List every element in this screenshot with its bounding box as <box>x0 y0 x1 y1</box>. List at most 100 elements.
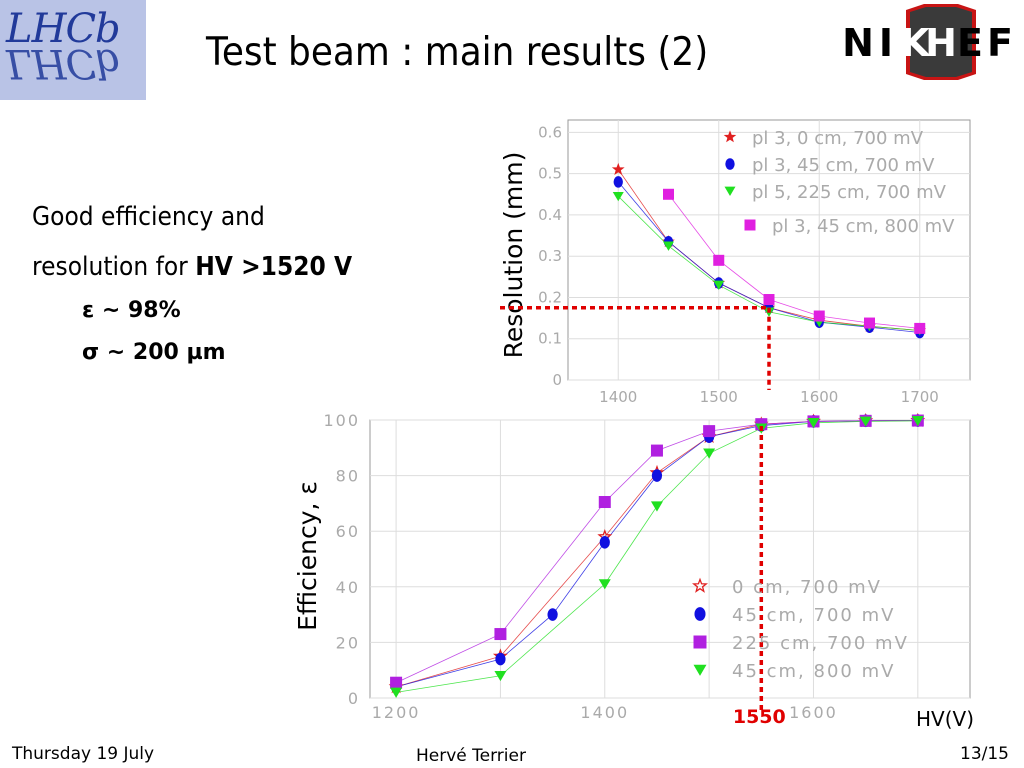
y-tick-label: 80 <box>336 467 360 486</box>
plot-frame <box>369 419 971 699</box>
y-tick-label: 0.1 <box>538 330 562 348</box>
footer-page-number: 13/15 <box>960 744 1009 764</box>
y-axis-label: Efficiency, ε <box>293 481 322 631</box>
footer-date: Thursday 19 July <box>12 744 155 764</box>
nikhef-letter-f: F <box>987 21 1013 65</box>
y-tick-label: 0.6 <box>538 123 562 141</box>
data-point <box>495 652 506 666</box>
legend-label: pl 3, 0 cm, 700 mV <box>752 128 924 149</box>
data-point <box>807 417 820 429</box>
data-point <box>725 158 735 170</box>
series-line <box>668 194 920 329</box>
legend-label: 225 cm, 700 mV <box>732 633 909 654</box>
data-point <box>864 317 875 329</box>
x-tick-label: 1700 <box>901 388 939 406</box>
data-point <box>763 294 775 306</box>
data-point <box>611 162 625 175</box>
x-tick-label: 1600 <box>800 388 838 406</box>
data-point <box>703 448 716 459</box>
legend-item: pl 5, 225 cm, 700 mV <box>724 182 947 203</box>
summary-line-2: resolution for HV >1520 V <box>32 252 352 282</box>
legend-item: 0 cm, 700 mV <box>692 577 882 598</box>
summary-line-2-prefix: resolution for <box>32 252 196 282</box>
legend-label: 45 cm, 800 mV <box>732 661 895 682</box>
data-point <box>598 496 611 509</box>
data-point <box>613 176 623 188</box>
data-point <box>494 628 507 641</box>
y-tick-label: 0.3 <box>538 247 562 265</box>
page-title: Test beam : main results (2) <box>206 30 709 75</box>
data-point <box>911 416 924 427</box>
x-tick-label: 1500 <box>700 388 738 406</box>
legend-item: 45 cm, 700 mV <box>694 605 895 626</box>
series-square <box>663 188 926 334</box>
nikhef-letter-i: I <box>879 21 893 65</box>
resolution-value: σ ~ 200 µm <box>82 340 226 365</box>
threshold-value-label: 1550 <box>733 706 786 728</box>
data-point <box>651 469 663 482</box>
nikhef-letter-n: N <box>842 21 874 65</box>
legend-item: 45 cm, 800 mV <box>693 661 895 682</box>
legend-item: 225 cm, 700 mV <box>693 633 909 654</box>
y-tick-label: 40 <box>336 578 360 597</box>
data-point <box>650 444 663 457</box>
data-point <box>390 676 403 689</box>
efficiency-chart: 1200 1400 1600 0 20 40 60 80 100 Efficiency, ε HV(… <box>293 411 974 731</box>
y-tick-label: 0 <box>552 371 562 389</box>
legend-label: pl 3, 45 cm, 800 mV <box>772 216 955 237</box>
data-point <box>914 322 926 334</box>
data-point <box>724 186 736 196</box>
legend-label: 0 cm, 700 mV <box>732 577 882 598</box>
data-point <box>813 310 825 322</box>
nikhef-letter-k: K <box>900 21 931 65</box>
series-triangle <box>390 416 924 698</box>
y-tick-label: 20 <box>336 633 360 652</box>
efficiency-value: ε ~ 98% <box>82 298 181 323</box>
data-point <box>703 425 716 438</box>
x-tick-label: 1400 <box>599 388 637 406</box>
y-tick-label: 0.5 <box>538 165 562 183</box>
legend-label: 45 cm, 700 mV <box>732 605 895 626</box>
nikhef-letter-e: E <box>957 21 983 65</box>
data-point <box>599 536 610 549</box>
x-axis-label: HV(V) <box>916 707 974 731</box>
legend-item: pl 3, 0 cm, 700 mV <box>723 128 924 149</box>
x-tick-label: 1200 <box>372 703 421 722</box>
data-point <box>547 608 558 621</box>
data-point <box>713 280 725 291</box>
data-point <box>744 219 756 231</box>
data-point <box>693 664 707 676</box>
legend-item: pl 3, 45 cm, 800 mV <box>744 216 955 237</box>
y-axis-label: Resolution (mm) <box>499 152 528 359</box>
lhcb-logo-text: LHCb <box>6 6 121 52</box>
data-point <box>693 635 707 649</box>
data-point <box>663 188 674 200</box>
data-point <box>598 579 611 590</box>
x-tick-label: 1600 <box>789 703 838 722</box>
data-point <box>663 241 674 251</box>
data-point <box>713 254 725 266</box>
legend-item: pl 3, 45 cm, 700 mV <box>725 155 935 176</box>
summary-line-1: Good efficiency and <box>32 202 265 232</box>
lhcb-logo-reflection: LHCb <box>6 40 120 86</box>
data-point <box>694 607 706 621</box>
y-tick-label: 0.2 <box>538 288 562 306</box>
data-point <box>612 191 624 202</box>
y-tick-label: 60 <box>336 522 360 541</box>
nikhef-logo: N I KHE F <box>842 4 1013 80</box>
data-point <box>390 687 403 698</box>
y-tick-label: 100 <box>323 411 360 430</box>
footer-author: Hervé Terrier <box>416 746 526 766</box>
lhcb-logo: LHCb LHCb <box>0 0 146 100</box>
nikhef-letter-h: H <box>925 21 957 65</box>
legend-label: pl 3, 45 cm, 700 mV <box>752 155 935 176</box>
x-tick-label: 1400 <box>580 703 629 722</box>
data-point <box>650 501 663 512</box>
data-point <box>723 130 737 143</box>
legend-label: pl 5, 225 cm, 700 mV <box>752 182 947 203</box>
y-tick-label: 0.4 <box>538 206 562 224</box>
summary-hv-threshold: HV >1520 V <box>195 252 353 282</box>
data-point <box>494 670 507 682</box>
data-point <box>692 577 708 593</box>
